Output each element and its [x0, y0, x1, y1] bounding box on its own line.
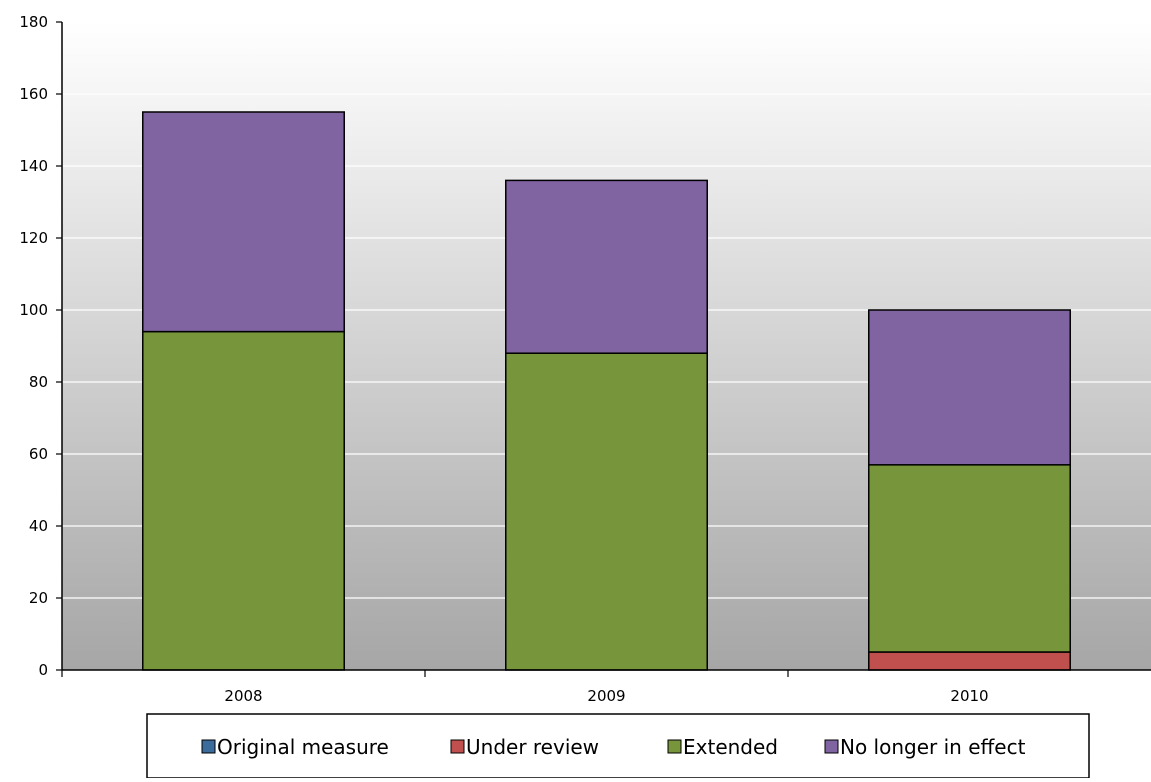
legend-swatch: [450, 739, 465, 754]
y-tick-label: 20: [29, 589, 48, 607]
bars: [142, 111, 1071, 671]
bar-under-review-2010: [868, 651, 1071, 671]
y-tick-label: 160: [19, 85, 48, 103]
legend-label: No longer in effect: [840, 735, 1026, 759]
x-tick-label: 2010: [950, 687, 988, 705]
y-axis-ticks: 0 20 40 60 80 100 120 140 160 180: [19, 13, 62, 679]
legend-label: Extended: [683, 735, 778, 759]
y-tick-label: 140: [19, 157, 48, 175]
bar-no-longer-in-effect-2010: [868, 309, 1071, 466]
bar-extended-2010: [868, 464, 1071, 653]
x-axis-ticks: 2008 2009 2010: [61, 670, 989, 705]
y-tick-label: 60: [29, 445, 48, 463]
x-tick-label: 2008: [224, 687, 262, 705]
y-tick-label: 0: [38, 661, 48, 679]
bar-extended-2008: [142, 330, 345, 671]
legend-label: Original measure: [217, 735, 389, 759]
x-tick-label: 2009: [587, 687, 625, 705]
y-tick-label: 180: [19, 13, 48, 31]
y-tick-label: 40: [29, 517, 48, 535]
y-tick-label: 100: [19, 301, 48, 319]
legend-label: Under review: [466, 735, 599, 759]
axes: [61, 22, 1151, 671]
legend: Original measure Under review Extended No l…: [146, 713, 1090, 779]
bar-no-longer-in-effect-2009: [505, 179, 708, 354]
legend-swatch: [824, 739, 839, 754]
bar-extended-2009: [505, 352, 708, 671]
legend-swatch: [201, 739, 216, 754]
y-tick-label: 80: [29, 373, 48, 391]
bar-no-longer-in-effect-2008: [142, 111, 345, 333]
legend-swatch: [667, 739, 682, 754]
y-tick-label: 120: [19, 229, 48, 247]
